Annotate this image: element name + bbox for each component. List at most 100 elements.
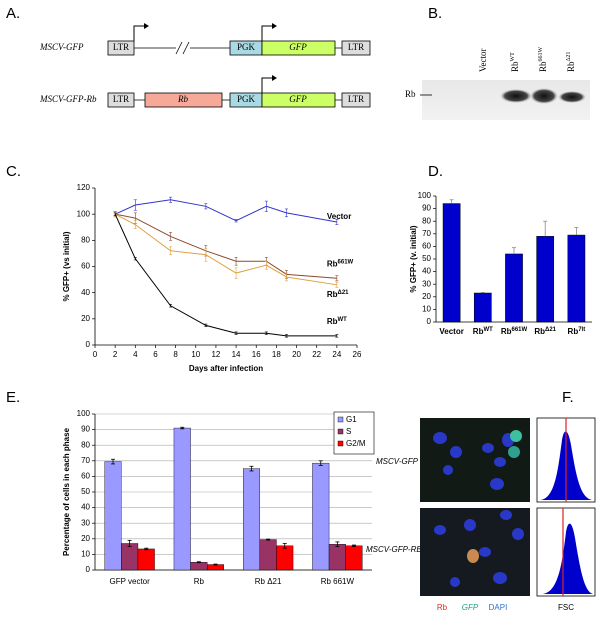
lane-label: RbWT [510, 52, 520, 72]
y-tick-label: 70 [81, 456, 90, 465]
rb-cell [467, 549, 479, 563]
y-tick-label: 0 [86, 565, 91, 574]
bar [190, 562, 208, 571]
panel-label: B. [428, 5, 442, 22]
bar [242, 468, 261, 571]
row-label: MSCV-GFP-RB [366, 545, 422, 554]
x-tick-label: 4 [133, 350, 138, 359]
y-tick-label: 90 [81, 425, 90, 434]
lane-label-sup: 661W [538, 46, 544, 61]
panel-label: A. [6, 5, 20, 22]
x-tick-label: Vector [439, 327, 463, 336]
bar [259, 539, 277, 571]
panel-label: F. [562, 389, 574, 406]
y-tick-label: 120 [77, 183, 91, 192]
rb-box [144, 92, 223, 108]
construct-name: MSCV-GFP [39, 42, 84, 52]
row-label: MSCV-GFP [376, 457, 419, 466]
panel-label: D. [428, 163, 443, 180]
y-tick-label: 60 [81, 472, 90, 481]
panel-label: C. [6, 163, 21, 180]
bar [345, 545, 363, 571]
ltr-box [341, 40, 371, 56]
promoter-arrow [272, 23, 277, 29]
x-tick-label-base: Rb [473, 327, 484, 336]
y-tick-label: 40 [81, 288, 90, 297]
series-line [114, 213, 337, 286]
channel-label: Rb [437, 603, 448, 612]
channel-label: DAPI [489, 603, 508, 612]
x-tick-label-base: Rb [568, 327, 579, 336]
x-tick-label: 26 [353, 350, 362, 359]
x-tick-label-base: Rb [501, 327, 512, 336]
x-tick-label: 0 [93, 350, 98, 359]
bar [276, 545, 294, 571]
blot-band [530, 88, 558, 104]
y-tick-label: 0 [427, 317, 432, 326]
part-label: LTR [348, 42, 364, 52]
lane-label-base: Rb [510, 61, 520, 72]
gfp-cell [508, 446, 520, 458]
construct-name: MSCV-GFP-Rb [39, 94, 97, 104]
promoter-arrow [261, 77, 272, 93]
promoter-arrow [144, 23, 149, 29]
y-tick-label: 40 [81, 503, 90, 512]
blot-band [500, 89, 532, 103]
break [182, 41, 190, 55]
nuclei [433, 432, 524, 587]
y-tick-label: 20 [81, 534, 90, 543]
y-tick-label: 80 [81, 440, 90, 449]
bar [137, 548, 155, 571]
x-tick-label-base: Rb [534, 327, 545, 336]
x-tick-label: 18 [272, 350, 281, 359]
series-label: RbΔ21 [327, 289, 349, 299]
x-tick-label-sup: 7lt [578, 327, 585, 333]
series-label-sup: Δ21 [338, 289, 350, 295]
panel-label: E. [6, 389, 20, 406]
gfp-box [261, 40, 336, 56]
ltr-box [341, 92, 371, 108]
lane-label: Rb661W [538, 46, 548, 72]
bar [173, 427, 191, 571]
x-tick-label: Rb661W [501, 327, 528, 337]
blot-row-label: Rb [405, 89, 416, 99]
part-label: LTR [348, 94, 364, 104]
x-tick-label-sup: Δ21 [545, 327, 557, 333]
x-tick-label: 14 [232, 350, 241, 359]
x-tick-label-sup: WT [483, 327, 493, 333]
blot-band [558, 91, 586, 103]
bar [473, 292, 492, 323]
channel-label: GFP [462, 603, 479, 612]
bar [312, 462, 330, 571]
promoter-arrow [261, 25, 272, 41]
x-tick-label: 10 [191, 350, 200, 359]
legend-label: G1 [346, 415, 357, 424]
y-tick-label: 30 [81, 518, 90, 527]
y-axis-label: % GFP+ (v. initial) [409, 225, 418, 293]
y-tick-label: 20 [422, 292, 431, 301]
y-tick-label: 50 [422, 254, 431, 263]
x-tick-label: 6 [153, 350, 158, 359]
ltr-box [107, 40, 135, 56]
y-tick-label: 90 [422, 204, 431, 213]
series-label-sup: WT [338, 316, 348, 322]
x-tick-label: 16 [252, 350, 261, 359]
legend-swatch [337, 428, 344, 435]
y-tick-label: 80 [422, 216, 431, 225]
series-line [114, 199, 337, 223]
gfp-cell [510, 430, 522, 442]
y-tick-label: 50 [81, 487, 90, 496]
x-tick-label: 24 [332, 350, 341, 359]
bar [121, 543, 139, 571]
bar [328, 544, 346, 571]
y-tick-label: 100 [418, 191, 432, 200]
construct-diagram: MSCV-GFP LTR PGK GFP LTR MSCV-GFP-Rb LTR… [39, 23, 371, 108]
x-axis-label: Days after infection [189, 364, 263, 373]
lane-label-sup: Δ21 [566, 52, 572, 62]
y-tick-label: 10 [81, 550, 90, 559]
x-tick-label: RbWT [473, 327, 493, 337]
break [175, 41, 183, 55]
series-line [114, 213, 337, 337]
x-tick-label: 20 [292, 350, 301, 359]
